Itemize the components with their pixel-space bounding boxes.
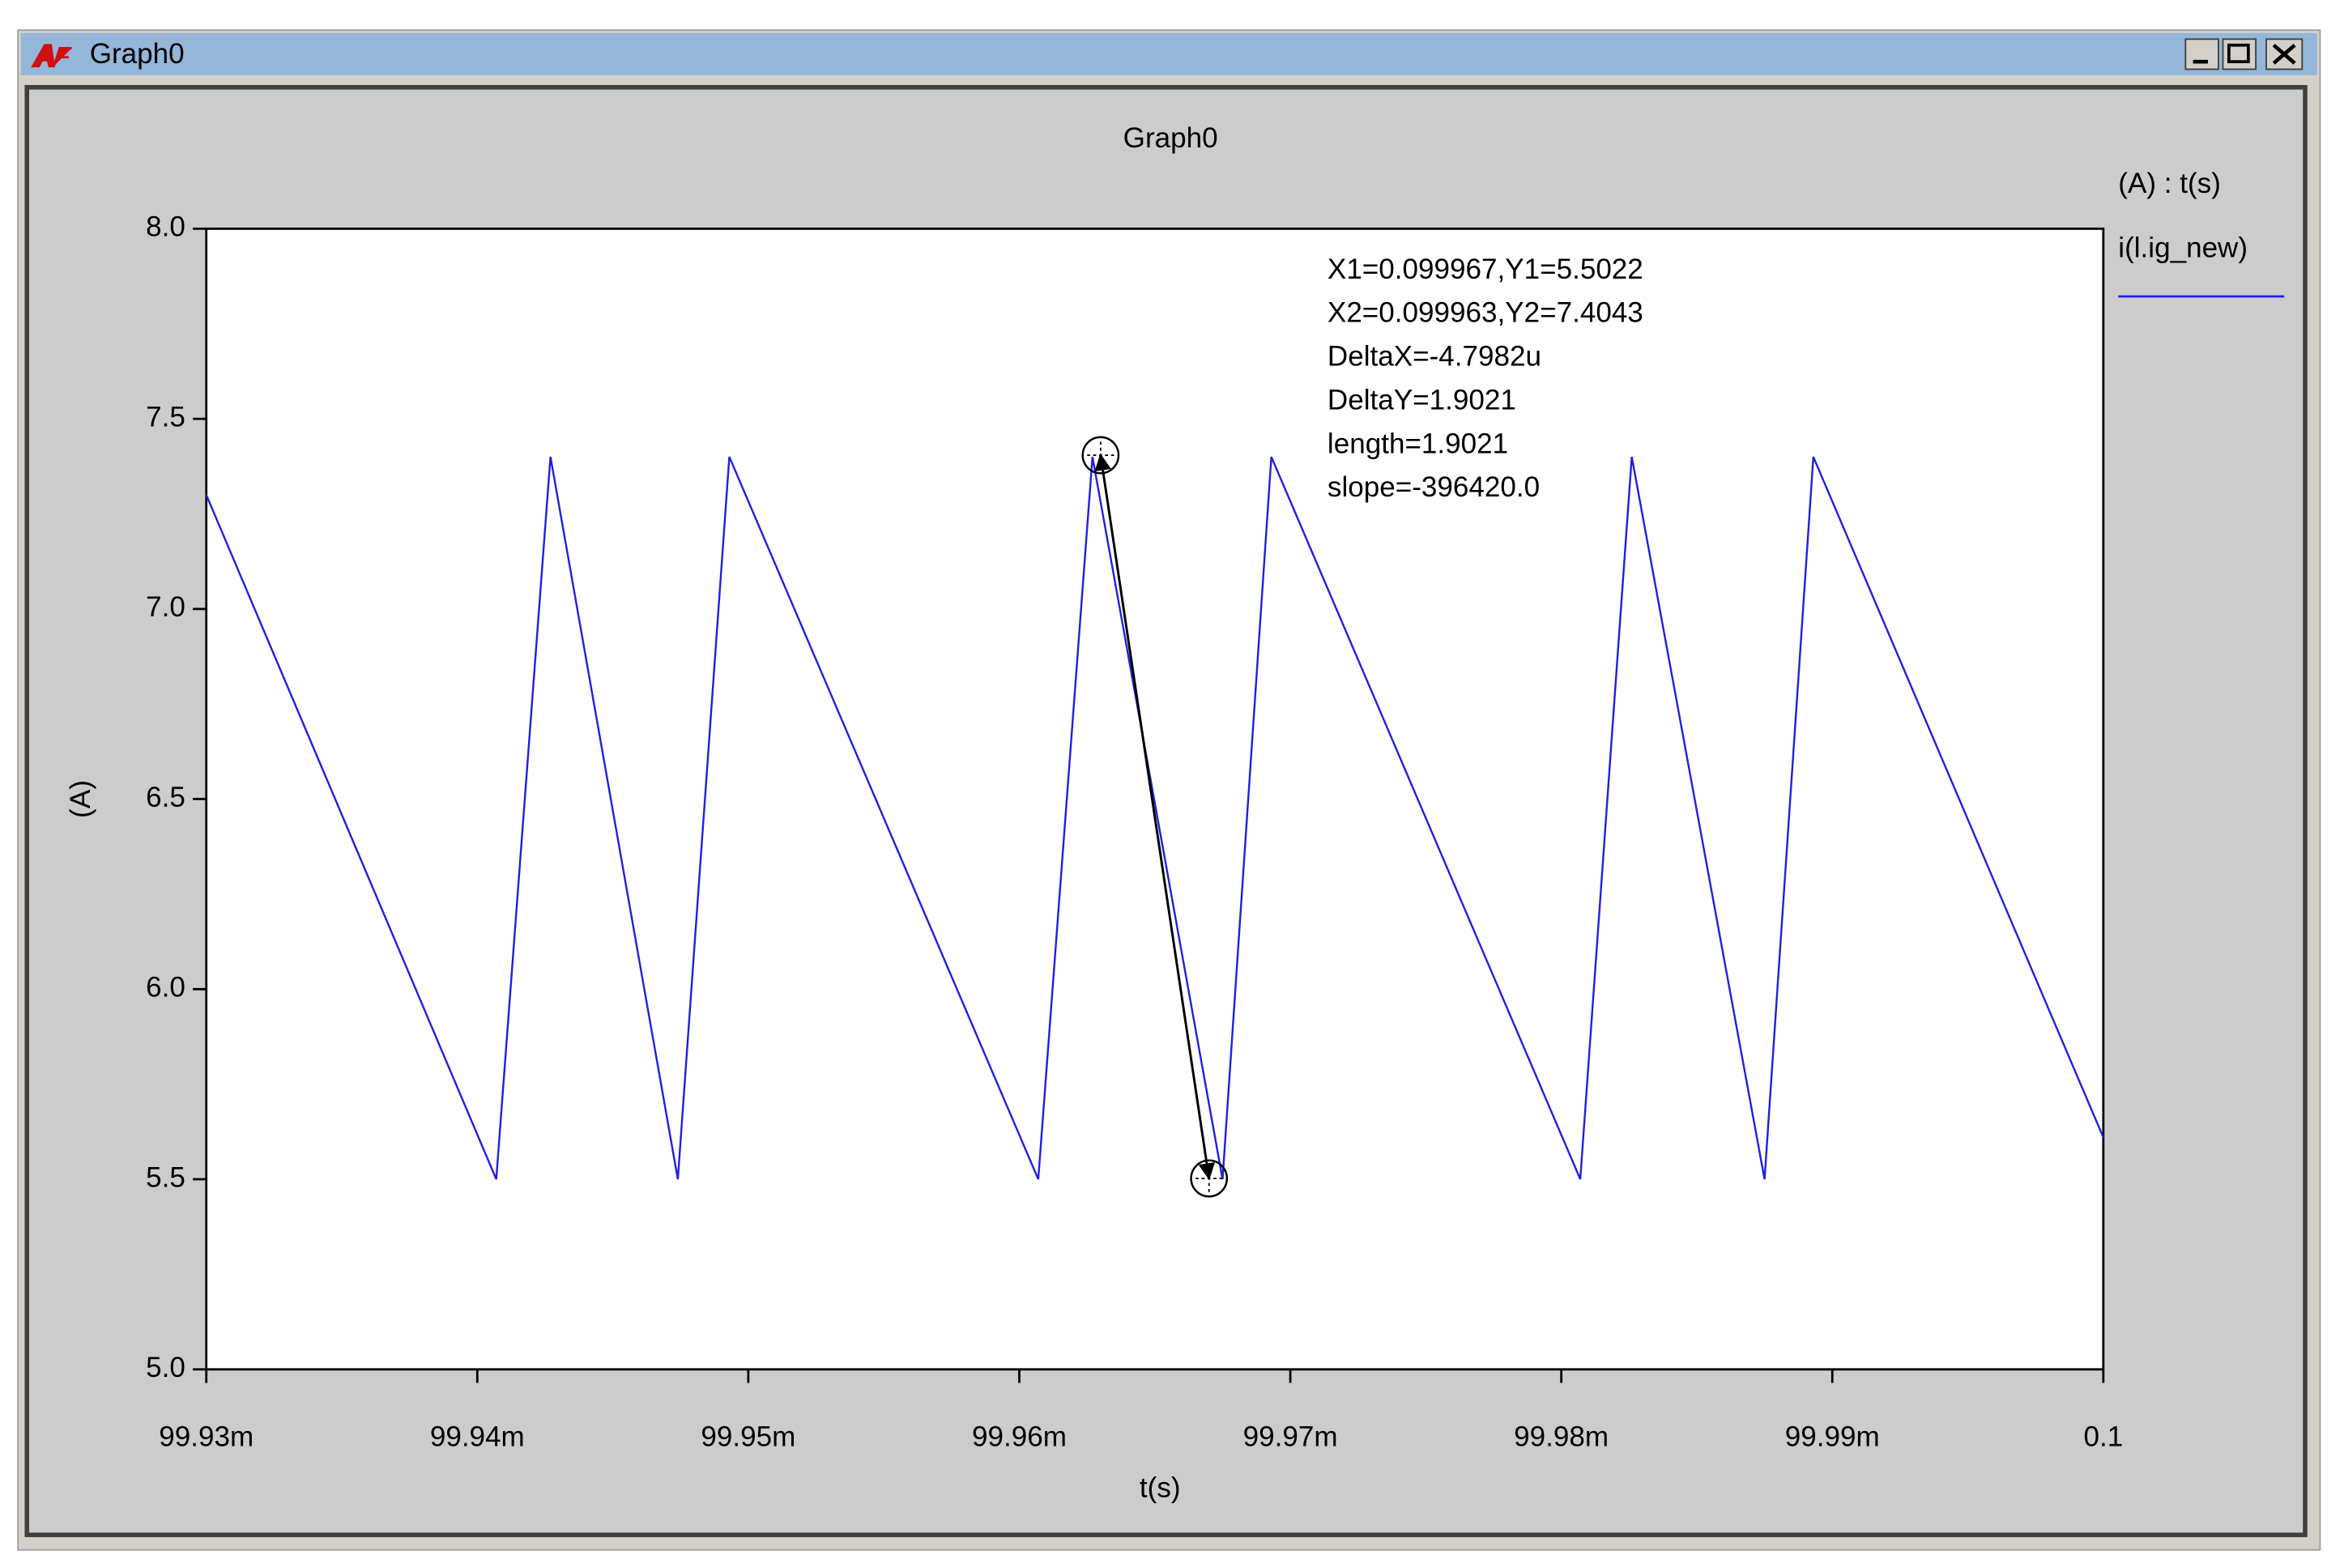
cursor-crosshair: [1195, 1165, 1223, 1192]
y-tick-label: 5.5: [146, 1161, 185, 1193]
y-tick-label: 6.5: [146, 782, 185, 813]
maximize-button[interactable]: [2222, 38, 2257, 70]
cursor-annotation: DeltaY=1.9021: [1328, 384, 1516, 415]
y-tick-label: 7.5: [146, 401, 185, 432]
legend-title: (A) : t(s): [2118, 168, 2221, 199]
cursor-annotation: length=1.9021: [1328, 428, 1508, 459]
minimize-button[interactable]: [2184, 38, 2219, 70]
x-tick-label: 0.1: [2083, 1421, 2123, 1452]
cursor-crosshair: [1087, 441, 1114, 469]
x-tick-label: 99.99m: [1785, 1421, 1880, 1452]
window-title: Graph0: [90, 38, 185, 70]
title-bar: [20, 32, 2317, 75]
cursor-annotation: DeltaX=-4.7982u: [1328, 340, 1541, 372]
app-icon: [31, 44, 72, 68]
y-tick-label: 8.0: [146, 211, 185, 243]
x-tick-label: 99.96m: [972, 1421, 1067, 1452]
x-tick-label: 99.94m: [430, 1421, 525, 1452]
x-tick-label: 99.97m: [1243, 1421, 1338, 1452]
cursor-marker: [1081, 436, 1120, 475]
y-tick-label: 5.0: [146, 1352, 185, 1383]
cursor-annotation: X2=0.099963,Y2=7.4043: [1328, 297, 1643, 329]
y-tick-label: 7.0: [146, 591, 185, 623]
cursor-annotation: X1=0.099967,Y1=5.5022: [1328, 254, 1643, 285]
legend-label: i(l.ig_new): [2118, 232, 2248, 264]
cursor-annotation: slope=-396420.0: [1328, 471, 1540, 503]
cursor-delta-arrow: [1094, 454, 1216, 1181]
close-button[interactable]: [2265, 38, 2304, 70]
x-axis-label: t(s): [1140, 1472, 1181, 1504]
y-tick-label: 6.0: [146, 972, 185, 1003]
y-axis-label: (A): [65, 780, 96, 818]
x-tick-label: 99.95m: [701, 1421, 795, 1452]
x-tick-label: 99.98m: [1514, 1421, 1609, 1452]
cursor-marker: [1190, 1159, 1229, 1198]
x-tick-label: 99.93m: [159, 1421, 254, 1452]
chart-title: Graph0: [1123, 122, 1218, 154]
